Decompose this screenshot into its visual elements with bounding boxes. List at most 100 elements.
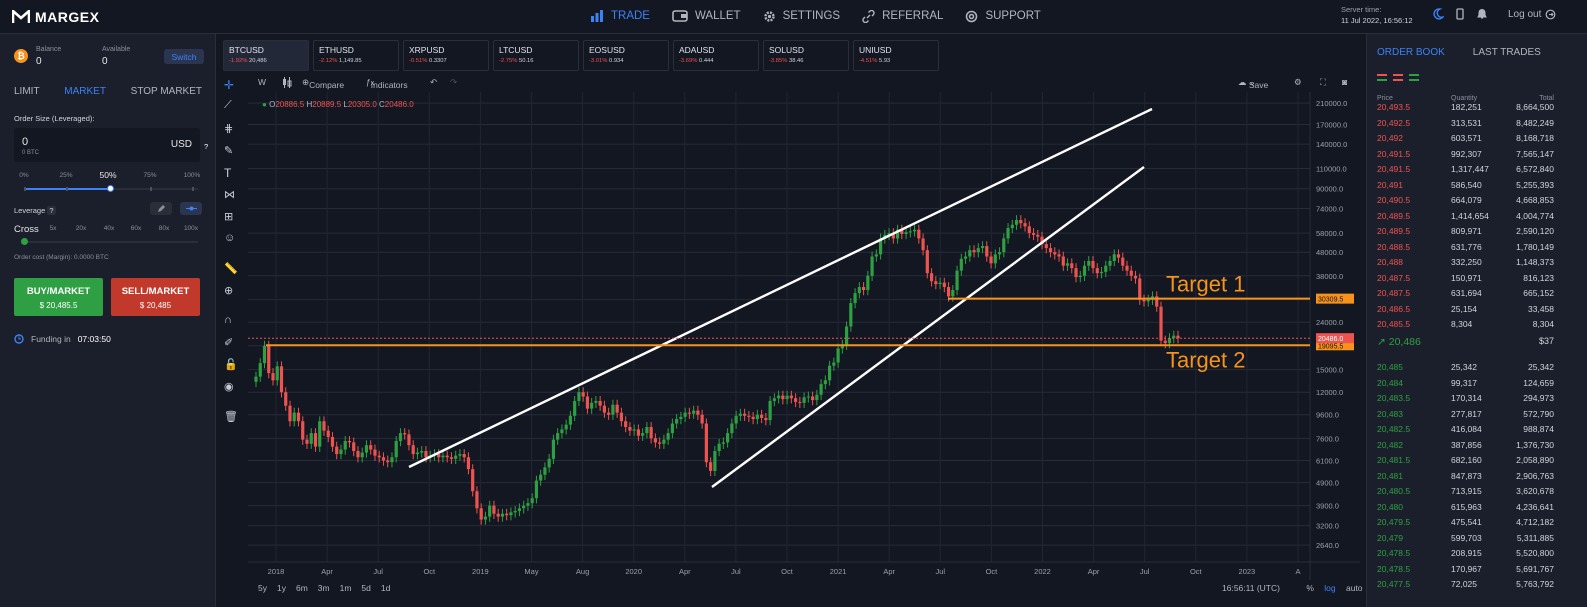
ticker-xrpusd[interactable]: XRPUSD -0.51% 0.3307 (403, 40, 489, 71)
text-icon[interactable]: T (224, 166, 232, 180)
timeframe-5d[interactable]: 5d (361, 583, 371, 593)
order-size-help-icon[interactable]: ? (204, 142, 209, 151)
bid-row[interactable]: 20,482.5 416,084 988,874 (1377, 424, 1554, 438)
logout-button[interactable]: Log out (1508, 9, 1556, 20)
crosshair-icon[interactable]: ✛ (224, 78, 235, 92)
timeframe-1y[interactable]: 1y (276, 583, 286, 593)
leverage-help-icon[interactable]: ? (47, 206, 56, 215)
timeframe-3m[interactable]: 3m (317, 583, 330, 593)
lock-icon[interactable]: 🔓 (224, 359, 238, 371)
slider-knob[interactable] (107, 185, 114, 192)
switch-button[interactable]: Switch (164, 49, 204, 64)
tab-order-book[interactable]: ORDER BOOK (1377, 47, 1445, 58)
ask-row[interactable]: 20,487.5 150,971 816,123 (1377, 273, 1554, 287)
bid-row[interactable]: 20,479 599,703 5,311,885 (1377, 533, 1554, 547)
ticker-solusd[interactable]: SOLUSD -3.85% 38.46 (763, 40, 849, 71)
trend-line-icon[interactable]: ⟋ (224, 99, 232, 111)
interval-button[interactable]: W (258, 77, 267, 87)
nav-trade[interactable]: TRADE (590, 10, 650, 22)
bid-row[interactable]: 20,483.5 170,314 294,973 (1377, 393, 1554, 407)
leverage-slider[interactable] (21, 238, 198, 245)
ticker-ethusd[interactable]: ETHUSD -2.12% 1,149.85 (313, 40, 399, 71)
nav-support[interactable]: SUPPORT (965, 10, 1041, 23)
brush-icon[interactable]: ✎ (224, 145, 234, 157)
order-size-input[interactable]: 0 0 BTC USD (14, 128, 200, 162)
edit-leverage-button[interactable] (150, 202, 172, 215)
ask-row[interactable]: 20,489.5 1,414,654 4,004,774 (1377, 211, 1554, 225)
bid-row[interactable]: 20,478.5 208,915 5,520,800 (1377, 548, 1554, 562)
tab-stop-market[interactable]: STOP MARKET (130, 86, 202, 97)
book-bids-icon[interactable] (1409, 74, 1419, 81)
zoom-icon[interactable]: ⊕ (224, 285, 234, 297)
bell-icon[interactable] (1476, 8, 1488, 20)
timeframe-5y[interactable]: 5y (258, 583, 267, 593)
trash-icon[interactable]: 🗑 (224, 411, 238, 423)
redo-icon[interactable]: ↷ (450, 77, 458, 87)
timeframe-1d[interactable]: 1d (380, 583, 391, 593)
log-toggle[interactable]: log (1324, 583, 1336, 593)
screenshot-icon[interactable]: ◙ (1342, 77, 1348, 87)
bid-row[interactable]: 20,481.5 682,160 2,058,890 (1377, 455, 1554, 469)
candle-type-icon[interactable] (282, 77, 292, 90)
book-asks-icon[interactable] (1393, 74, 1403, 81)
auto-toggle[interactable]: auto (1345, 583, 1363, 593)
nav-referral[interactable]: REFERRAL (862, 9, 943, 23)
nav-settings[interactable]: SETTINGS (763, 10, 840, 23)
bid-row[interactable]: 20,481 847,873 2,906,763 (1377, 471, 1554, 485)
undo-icon[interactable]: ↶ (430, 77, 438, 87)
bid-row[interactable]: 20,485 25,342 25,342 (1377, 362, 1554, 376)
ask-row[interactable]: 20,491 586,540 5,255,393 (1377, 180, 1554, 194)
ticker-ltcusd[interactable]: LTCUSD -2.75% 50.16 (493, 40, 579, 71)
ask-row[interactable]: 20,492.5 313,531 8,482,249 (1377, 118, 1554, 132)
ask-row[interactable]: 20,490.5 664,079 4,668,853 (1377, 195, 1554, 209)
pattern-icon[interactable]: ⋈ (224, 189, 235, 201)
order-size-slider[interactable] (24, 185, 198, 192)
ask-row[interactable]: 20,491.5 1,317,447 6,572,840 (1377, 164, 1554, 178)
bid-row[interactable]: 20,482 387,856 1,376,730 (1377, 440, 1554, 454)
timeframe-1m[interactable]: 1m (339, 583, 352, 593)
forecast-icon[interactable]: ⊞ (224, 211, 234, 223)
magnet-icon[interactable]: ∩ (224, 314, 232, 326)
ask-row[interactable]: 20,487.5 631,694 665,152 (1377, 288, 1554, 302)
slider-leverage-button[interactable] (180, 202, 202, 215)
fullscreen-icon[interactable]: ⛶ (1320, 77, 1326, 87)
buy-market-button[interactable]: BUY/MARKET $ 20,485.5 (14, 278, 103, 316)
ask-row[interactable]: 20,489.5 809,971 2,590,120 (1377, 226, 1554, 240)
bid-row[interactable]: 20,480.5 713,915 3,620,678 (1377, 486, 1554, 500)
brand-logo[interactable]: MARGEX (12, 8, 99, 26)
bid-row[interactable]: 20,478.5 170,967 5,691,767 (1377, 564, 1554, 578)
draw-lock-icon[interactable]: ✐ (224, 337, 234, 349)
ruler-icon[interactable]: 📏 (224, 263, 238, 275)
percent-toggle[interactable]: % (1306, 583, 1314, 593)
ticker-btcusd[interactable]: BTCUSD -1.92% 20,486 (223, 40, 309, 71)
bid-row[interactable]: 20,479.5 475,541 4,712,182 (1377, 517, 1554, 531)
ask-row[interactable]: 20,491.5 992,307 7,565,147 (1377, 149, 1554, 163)
bid-row[interactable]: 20,480 615,963 4,236,641 (1377, 502, 1554, 516)
bid-row[interactable]: 20,477.5 72,025 5,763,792 (1377, 579, 1554, 593)
price-chart[interactable]: 210000.0 170000.0 140000.0 110000.0 90000.0 7… (248, 92, 1360, 580)
ask-row[interactable]: 20,486.5 25,154 33,458 (1377, 304, 1554, 318)
eye-icon[interactable]: ◉ (224, 381, 234, 393)
compare-button[interactable]: ⊕ Compare (302, 77, 345, 90)
mobile-icon[interactable] (1454, 8, 1466, 20)
nav-wallet[interactable]: WALLET (672, 10, 741, 22)
ticker-adausd[interactable]: ADAUSD -3.69% 0.444 (673, 40, 759, 71)
moon-icon[interactable] (1432, 8, 1444, 20)
ask-row[interactable]: 20,488 332,250 1,148,373 (1377, 257, 1554, 271)
bid-row[interactable]: 20,483 277,817 572,790 (1377, 409, 1554, 423)
tab-market[interactable]: MARKET (64, 86, 106, 97)
ask-row[interactable]: 20,485.5 8,304 8,304 (1377, 319, 1554, 333)
bid-row[interactable]: 20,484 99,317 124,659 (1377, 378, 1554, 392)
fib-icon[interactable]: ⋕ (224, 123, 234, 135)
sell-market-button[interactable]: SELL/MARKET $ 20,485 (111, 278, 200, 316)
ticker-uniusd[interactable]: UNIUSD -4.51% 5.93 (853, 40, 939, 71)
ask-row[interactable]: 20,492 603,571 8,168,718 (1377, 133, 1554, 147)
ask-row[interactable]: 20,493.5 182,251 8,664,500 (1377, 102, 1554, 116)
ask-row[interactable]: 20,488.5 631,776 1,780,149 (1377, 242, 1554, 256)
emoji-icon[interactable]: ☺ (224, 232, 236, 244)
save-button[interactable]: ☁ Save ⌄ (1238, 77, 1269, 90)
tab-last-trades[interactable]: LAST TRADES (1472, 47, 1541, 58)
ticker-eosusd[interactable]: EOSUSD -3.01% 0.934 (583, 40, 669, 71)
book-both-icon[interactable] (1377, 74, 1387, 81)
